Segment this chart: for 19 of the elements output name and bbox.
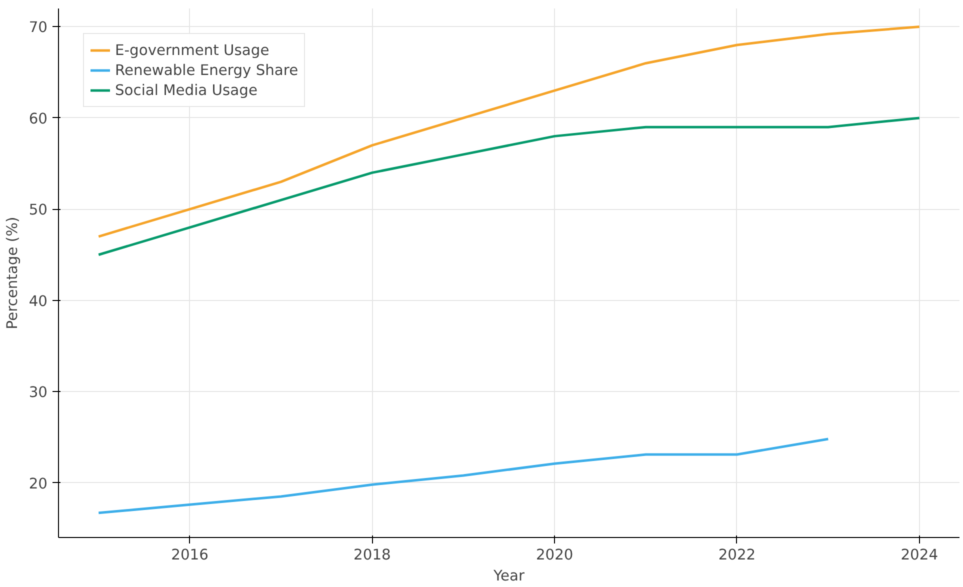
y-tick-label: 20	[28, 475, 48, 492]
line-series	[97, 25, 921, 238]
legend-label: Renewable Energy Share	[115, 62, 298, 78]
line-series	[97, 438, 830, 514]
y-tick-label: 50	[28, 202, 48, 219]
y-tick-label: 70	[28, 19, 48, 36]
x-tick-label: 2016	[171, 546, 208, 564]
y-tick-label: 30	[28, 384, 48, 402]
legend-label: Social Media Usage	[115, 82, 258, 98]
y-tick-label: 60	[28, 110, 48, 128]
legend-label: E-government Usage	[115, 42, 270, 58]
y-axis-title: Percentage (%)	[4, 216, 21, 330]
x-axis-title: Year	[492, 568, 526, 584]
x-tick-label: 2022	[718, 546, 756, 564]
x-tick-label: 2024	[900, 546, 938, 564]
line-series	[97, 116, 921, 256]
x-tick-label: 2018	[354, 546, 391, 564]
x-tick-label: 2020	[536, 546, 574, 564]
y-tick-label: 40	[28, 292, 48, 310]
